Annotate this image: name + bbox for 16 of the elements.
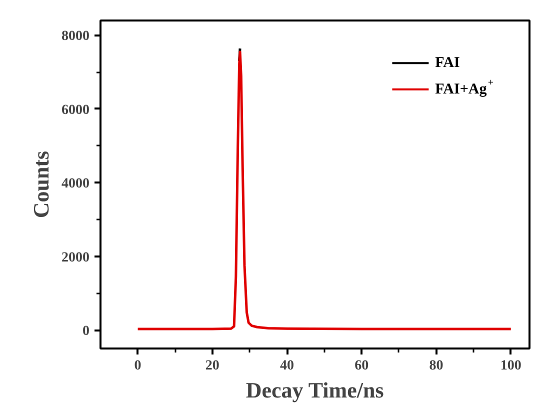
y-tick-label: 0 — [82, 324, 90, 340]
line-series — [136, 50, 512, 330]
y-tick-label: 2000 — [62, 250, 90, 266]
x-tick-label: 40 — [280, 358, 294, 374]
x-tick-label: 80 — [429, 358, 444, 374]
x-axis-title: Decay Time/ns — [246, 378, 384, 402]
legend-label: FAI — [435, 55, 460, 72]
y-tick-label: 6000 — [62, 102, 90, 118]
x-tick-label: 60 — [354, 358, 369, 374]
y-tick-label: 8000 — [62, 29, 90, 44]
x-tick-label: 20 — [205, 358, 220, 374]
x-tick-label: 100 — [500, 358, 522, 374]
y-tick-label: 4000 — [62, 176, 90, 192]
x-tick-label: 0 — [134, 358, 142, 374]
y-axis-title: Counts — [28, 150, 54, 218]
legend-label: FAI+Ag+ — [435, 78, 494, 98]
